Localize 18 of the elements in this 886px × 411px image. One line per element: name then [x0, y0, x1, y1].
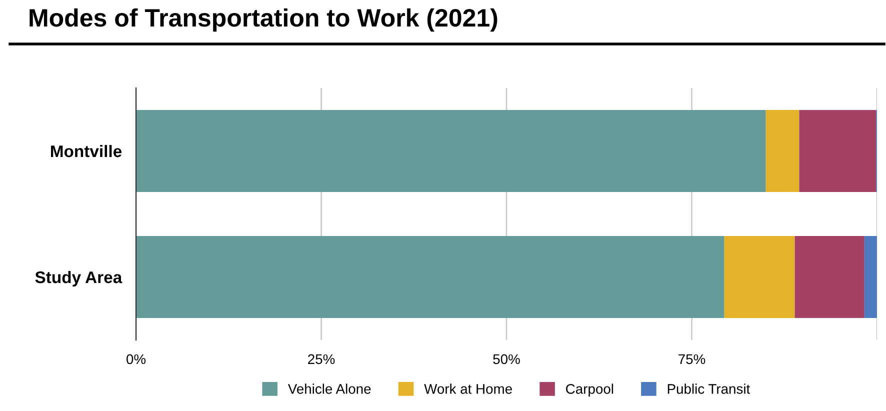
- chart-title: Modes of Transportation to Work (2021): [30, 8, 498, 32]
- bar: [136, 236, 724, 318]
- bar: [724, 236, 795, 318]
- legend-label: Public Transit: [668, 384, 750, 394]
- bar: [766, 110, 800, 192]
- legend-label: Work at Home: [424, 384, 512, 394]
- x-tick-label: 0%: [126, 354, 146, 364]
- x-tick-label: 25%: [308, 354, 335, 364]
- x-tick-label: 50%: [493, 354, 520, 364]
- bar: [794, 236, 864, 318]
- bar: [136, 110, 766, 192]
- y-tick-label: Study Area: [35, 270, 122, 286]
- x-tick-label: 75%: [678, 354, 706, 364]
- legend-label: Carpool: [566, 384, 614, 397]
- legend-label: Vehicle Alone: [288, 384, 371, 394]
- bar: [864, 236, 877, 318]
- y-tick-label: Montville: [51, 144, 122, 158]
- bar: [799, 110, 876, 192]
